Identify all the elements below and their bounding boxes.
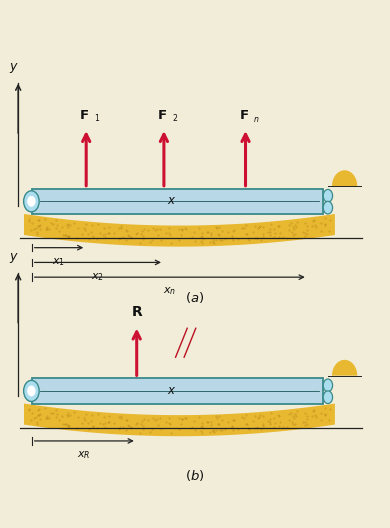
Polygon shape xyxy=(332,170,357,186)
Text: $x_R$: $x_R$ xyxy=(78,449,91,461)
Text: $y$: $y$ xyxy=(9,251,18,265)
Text: $_{n}$: $_{n}$ xyxy=(253,115,260,125)
Text: $\mathbf{F}$: $\mathbf{F}$ xyxy=(239,109,248,122)
Text: $_{2}$: $_{2}$ xyxy=(172,112,178,125)
Circle shape xyxy=(28,196,35,206)
Circle shape xyxy=(323,190,333,202)
Text: $y$: $y$ xyxy=(9,61,18,76)
Circle shape xyxy=(323,379,333,392)
Text: $x$: $x$ xyxy=(167,384,176,397)
Bar xyxy=(32,378,323,403)
Circle shape xyxy=(24,191,39,212)
Text: $x$: $x$ xyxy=(167,194,176,208)
Circle shape xyxy=(323,391,333,403)
Text: $_{1}$: $_{1}$ xyxy=(94,112,100,125)
Circle shape xyxy=(323,201,333,214)
Text: $\mathbf{R}$: $\mathbf{R}$ xyxy=(131,305,143,319)
Text: $\mathbf{F}$: $\mathbf{F}$ xyxy=(157,109,167,122)
Text: $\mathbf{F}$: $\mathbf{F}$ xyxy=(79,109,89,122)
Circle shape xyxy=(28,386,35,395)
Text: $(a)$: $(a)$ xyxy=(185,290,205,305)
Text: $(b)$: $(b)$ xyxy=(185,468,205,483)
Text: $x_n$: $x_n$ xyxy=(163,286,176,297)
Bar xyxy=(32,188,323,214)
Polygon shape xyxy=(24,403,335,436)
Text: $x_2$: $x_2$ xyxy=(91,271,105,282)
Polygon shape xyxy=(332,360,357,375)
Text: $x_1$: $x_1$ xyxy=(52,256,66,268)
Circle shape xyxy=(24,380,39,401)
Polygon shape xyxy=(24,214,335,247)
